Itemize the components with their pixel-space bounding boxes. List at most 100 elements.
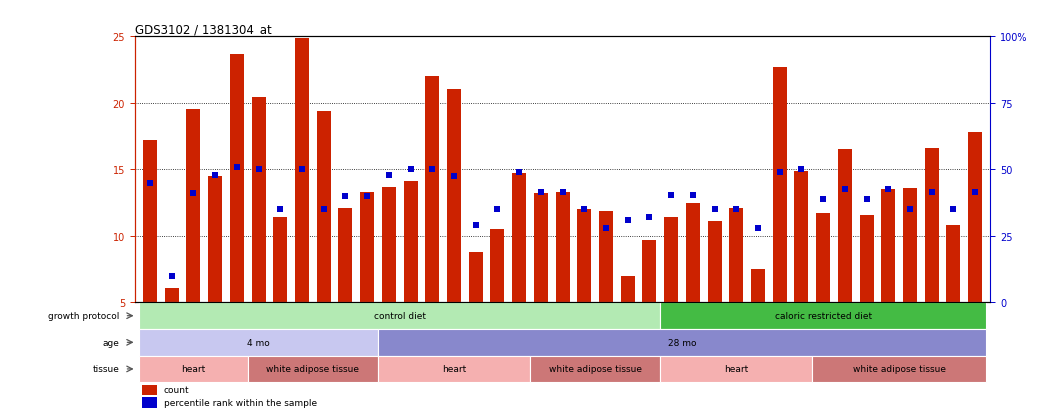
Bar [360, 192, 374, 303]
Bar [447, 90, 461, 303]
Point [880, 187, 897, 193]
Bar [685, 203, 700, 303]
Bar [142, 397, 157, 408]
Point [228, 164, 245, 171]
Bar [139, 329, 379, 356]
Bar [838, 150, 852, 303]
Bar [165, 288, 178, 303]
Bar [621, 276, 635, 303]
Bar [248, 356, 379, 382]
Bar [812, 356, 986, 382]
Text: GDS3102 / 1381304_at: GDS3102 / 1381304_at [135, 23, 272, 36]
Point [597, 225, 614, 232]
Point [945, 206, 961, 213]
Text: white adipose tissue: white adipose tissue [267, 365, 360, 373]
Bar [773, 68, 787, 303]
Text: control diet: control diet [373, 311, 426, 320]
Bar [661, 356, 812, 382]
Bar [903, 188, 917, 303]
Point [468, 222, 484, 229]
Bar [794, 171, 809, 303]
Bar [661, 303, 986, 329]
Text: 28 mo: 28 mo [668, 338, 696, 347]
Bar [969, 133, 982, 303]
Point [293, 166, 310, 173]
Point [489, 206, 506, 213]
Point [923, 189, 940, 196]
Point [772, 169, 788, 176]
Point [359, 193, 375, 200]
Bar [425, 77, 440, 303]
Point [793, 166, 810, 173]
Bar [599, 211, 613, 303]
Point [206, 172, 223, 178]
Bar [139, 303, 661, 329]
Bar [578, 210, 591, 303]
Text: age: age [103, 338, 119, 347]
Bar [664, 218, 678, 303]
Bar [491, 230, 504, 303]
Text: tissue: tissue [92, 365, 119, 373]
Bar [338, 209, 353, 303]
Point [619, 217, 636, 224]
Text: percentile rank within the sample: percentile rank within the sample [164, 398, 317, 407]
Text: growth protocol: growth protocol [48, 311, 119, 320]
Text: heart: heart [724, 365, 749, 373]
Text: heart: heart [181, 365, 205, 373]
Point [315, 206, 332, 213]
Text: white adipose tissue: white adipose tissue [549, 365, 642, 373]
Bar [534, 194, 548, 303]
Point [424, 166, 441, 173]
Bar [382, 187, 396, 303]
Bar [252, 98, 265, 303]
Point [446, 173, 463, 180]
Bar [751, 269, 765, 303]
Point [728, 206, 745, 213]
Bar [187, 110, 200, 303]
Bar [139, 356, 248, 382]
Point [337, 193, 354, 200]
Bar [469, 252, 483, 303]
Point [272, 206, 288, 213]
Point [902, 206, 919, 213]
Point [511, 169, 528, 176]
Point [684, 192, 701, 198]
Point [250, 166, 267, 173]
Bar [947, 225, 960, 303]
Point [402, 166, 419, 173]
Point [576, 206, 592, 213]
Bar [881, 190, 895, 303]
Point [554, 189, 570, 196]
Bar [379, 356, 530, 382]
Bar [142, 385, 157, 395]
Point [815, 196, 832, 202]
Bar [556, 192, 569, 303]
Bar [208, 177, 222, 303]
Point [641, 214, 657, 221]
Text: white adipose tissue: white adipose tissue [852, 365, 946, 373]
Point [706, 206, 723, 213]
Bar [230, 55, 244, 303]
Text: heart: heart [442, 365, 466, 373]
Text: 4 mo: 4 mo [247, 338, 270, 347]
Bar [295, 38, 309, 303]
Bar [707, 222, 722, 303]
Point [381, 172, 397, 178]
Bar [316, 112, 331, 303]
Point [533, 189, 550, 196]
Bar [530, 356, 661, 382]
Bar [143, 141, 157, 303]
Point [837, 187, 853, 193]
Bar [512, 174, 526, 303]
Bar [816, 214, 831, 303]
Point [966, 189, 983, 196]
Bar [925, 149, 938, 303]
Bar [379, 329, 986, 356]
Bar [729, 209, 744, 303]
Bar [403, 182, 418, 303]
Point [663, 192, 679, 198]
Point [750, 225, 766, 232]
Bar [860, 215, 873, 303]
Text: count: count [164, 385, 190, 394]
Point [186, 190, 202, 197]
